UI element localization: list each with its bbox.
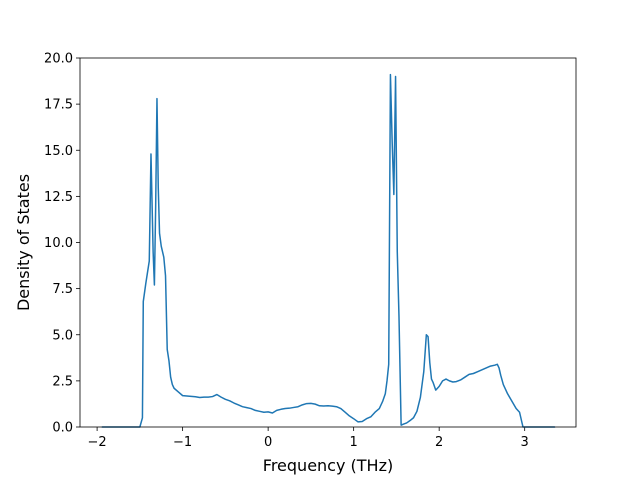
y-tick-label: 10.0 (44, 236, 73, 251)
y-axis-ticks: 0.0 2.5 5.0 7.5 10.0 12.5 15.0 17.5 20.0 (44, 52, 80, 436)
dos-line (101, 73, 556, 428)
y-tick-label: 15.0 (44, 144, 73, 159)
y-axis-label: Density of States (14, 174, 33, 311)
x-tick-label: −1 (173, 435, 192, 450)
y-tick-label: 5.0 (52, 328, 73, 343)
plot-frame (79, 57, 577, 428)
x-tick-label: −2 (88, 435, 107, 450)
x-tick-label: 0 (264, 435, 272, 450)
x-tick-label: 2 (435, 435, 443, 450)
y-tick-label: 12.5 (44, 190, 73, 205)
y-tick-label: 2.5 (52, 374, 73, 389)
y-tick-label: 17.5 (44, 98, 73, 113)
y-tick-label: 7.5 (52, 282, 73, 297)
x-axis-label: Frequency (THz) (263, 456, 393, 475)
y-tick-label: 20.0 (44, 52, 73, 67)
y-tick-label: 0.0 (52, 421, 73, 436)
x-tick-label: 3 (521, 435, 529, 450)
x-axis-ticks: −2 −1 0 1 2 3 (88, 427, 529, 450)
x-tick-label: 1 (350, 435, 358, 450)
